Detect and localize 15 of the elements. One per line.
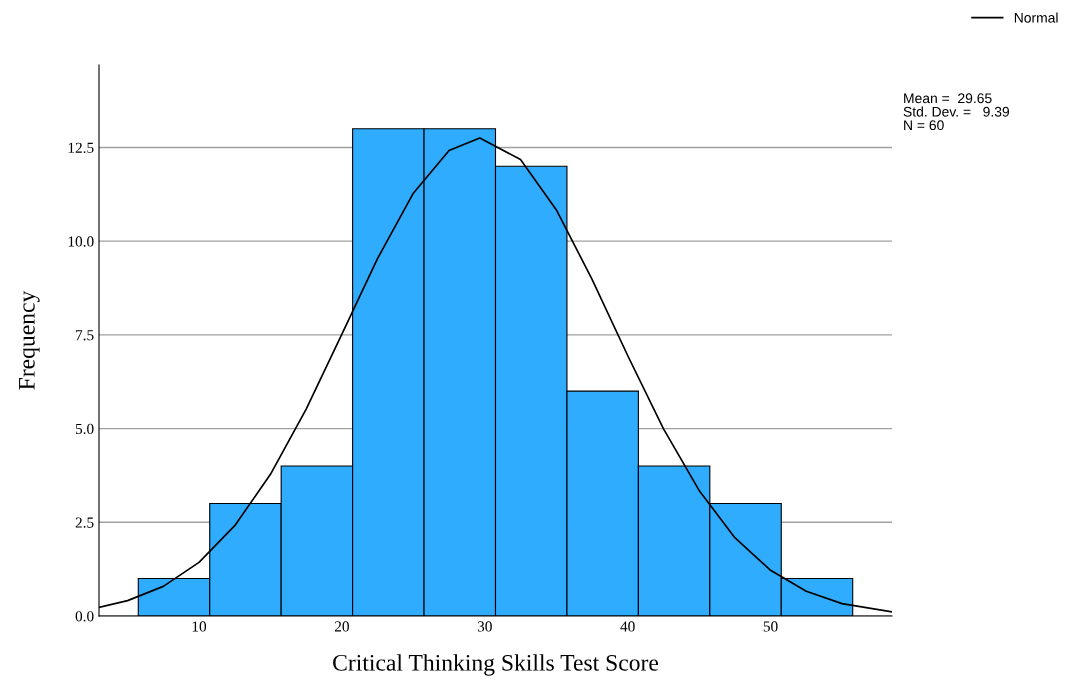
x-tick-label: 30: [477, 621, 492, 632]
y-tick-label: 5.0: [75, 423, 94, 435]
y-tick-label: 2.5: [75, 517, 94, 528]
y-tick-label: 7.5: [76, 330, 94, 341]
x-tick-label: 40: [620, 621, 635, 632]
legend-label: Normal: [1014, 12, 1058, 23]
x-axis-title: Critical Thinking Skills Test Score: [333, 654, 659, 676]
y-tick-label: 10.0: [68, 236, 94, 247]
y-tick-label: 12.5: [68, 142, 94, 153]
y-tick-label: 0.0: [75, 611, 94, 622]
x-tick-label: 10: [192, 621, 207, 632]
y-axis-title: Frequency: [19, 290, 40, 390]
x-tick-label: 20: [334, 621, 349, 632]
x-tick-label: 50: [763, 621, 778, 632]
text: Mean = 29.65 Std. Dev. = 9.39 N = 60: [903, 93, 1010, 131]
